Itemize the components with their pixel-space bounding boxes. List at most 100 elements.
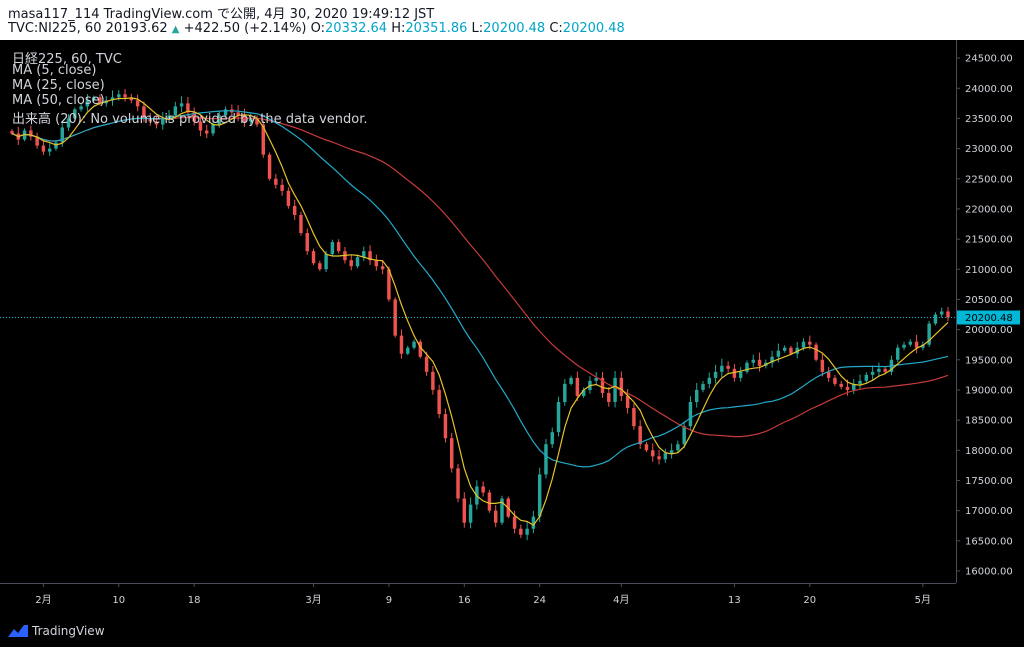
price-tick-label: 24000.00 — [965, 84, 1013, 95]
price-chart[interactable]: 24500.00 24000.00 23500.00 23000.00 22500.00… — [0, 40, 1024, 616]
candle-body — [896, 347, 900, 360]
candle-body — [318, 263, 322, 270]
candle-body — [380, 266, 385, 270]
candle-body — [211, 124, 215, 134]
tradingview-logo[interactable]: TradingView — [8, 624, 105, 638]
candle-body — [35, 136, 39, 146]
candle-body — [870, 371, 875, 375]
candle-body — [757, 359, 762, 366]
candle-body — [305, 233, 309, 252]
candle-body — [814, 344, 818, 360]
candle-body — [110, 97, 115, 101]
tradingview-logo-text: TradingView — [32, 624, 105, 638]
candle-body — [732, 368, 737, 378]
candle-body — [701, 383, 705, 390]
candle-body — [820, 359, 825, 372]
tradingview-logo-icon — [8, 625, 28, 637]
candle-body — [148, 118, 152, 122]
candle-body — [738, 371, 743, 378]
legend-ma25[interactable]: MA (25, close) — [12, 78, 105, 93]
candle-body — [468, 504, 473, 523]
price-tick-label: 23500.00 — [965, 114, 1013, 125]
ma5-line — [11, 97, 949, 526]
candle-body — [255, 118, 259, 125]
candle-body — [267, 154, 272, 179]
candle-body — [205, 130, 209, 134]
header: masa117_114 TradingView.com で公開, 4月 30, … — [0, 0, 1024, 40]
candle-body — [311, 251, 316, 264]
legend-ma50[interactable]: MA (50, close) — [12, 93, 105, 108]
candle-body — [726, 365, 730, 369]
candle-body — [424, 356, 429, 372]
candle-body — [198, 121, 203, 131]
candle-body — [525, 528, 529, 535]
candle-body — [10, 131, 14, 134]
candle-body — [179, 103, 184, 107]
candle-body — [852, 383, 856, 390]
candle-body — [607, 392, 611, 402]
candle-body — [142, 106, 146, 119]
candle-body — [808, 341, 812, 345]
candle-body — [594, 377, 598, 381]
candle-body — [663, 453, 668, 460]
price-tick-label: 21500.00 — [965, 235, 1013, 246]
candle-body — [173, 106, 178, 116]
candle-body — [336, 242, 341, 252]
candle-body — [330, 242, 335, 255]
time-tick-label: 24 — [533, 595, 546, 606]
candle-body — [625, 395, 630, 409]
candle-body — [117, 94, 121, 98]
price-tick-label: 18500.00 — [965, 416, 1013, 427]
candle-body — [939, 311, 944, 315]
candle-body — [387, 269, 391, 300]
candle-body — [682, 426, 686, 445]
last-price-label: 20200.48 — [965, 313, 1013, 324]
candle-body — [927, 323, 931, 345]
price-tick-label: 24500.00 — [965, 54, 1013, 65]
price-tick-label: 22500.00 — [965, 174, 1013, 185]
candle-body — [550, 432, 554, 445]
candle-body — [688, 402, 693, 427]
candle-body — [431, 371, 435, 390]
candle-body — [261, 124, 266, 155]
price-tick-label: 20000.00 — [965, 325, 1013, 336]
candle-body — [450, 438, 454, 469]
candle-body — [29, 130, 33, 137]
candle-body — [217, 115, 222, 125]
candle-body — [833, 377, 837, 384]
candle-body — [531, 516, 536, 529]
candle-body — [280, 184, 284, 191]
candle-body — [826, 371, 831, 378]
candle-body — [707, 377, 712, 384]
candle-body — [902, 344, 906, 348]
time-tick-label: 4月 — [613, 594, 629, 606]
price-tick-label: 18000.00 — [965, 446, 1013, 457]
candle-body — [921, 344, 925, 348]
candle-body — [186, 103, 190, 113]
price-tick-label: 19000.00 — [965, 385, 1013, 396]
time-tick-label: 5月 — [915, 594, 931, 606]
candle-body — [73, 109, 77, 119]
candle-body — [864, 374, 869, 381]
price-tick-label: 16000.00 — [965, 566, 1013, 577]
candle-body — [512, 516, 517, 529]
candle-body — [374, 260, 379, 267]
ma25-line — [11, 110, 949, 468]
candle-body — [412, 341, 416, 348]
candle-body — [877, 368, 881, 372]
price-tick-label: 17000.00 — [965, 506, 1013, 517]
candle-body — [248, 118, 253, 122]
candle-body — [537, 474, 542, 517]
legend-ma5[interactable]: MA (5, close) — [12, 63, 97, 78]
candle-body — [619, 377, 624, 396]
time-tick-label: 3月 — [305, 594, 321, 606]
candle-body — [600, 377, 605, 393]
candle-body — [563, 383, 567, 402]
chart-area[interactable]: 24500.00 24000.00 23500.00 23000.00 22500.00… — [0, 40, 1024, 616]
candle-body — [79, 106, 83, 110]
legend-volume[interactable]: 出来高 (20): No volume is provided by the d… — [12, 112, 368, 127]
candle-body — [135, 100, 140, 107]
candle-body — [41, 145, 46, 152]
close-value: 20200.48 — [562, 21, 625, 36]
candle-body — [845, 386, 850, 390]
